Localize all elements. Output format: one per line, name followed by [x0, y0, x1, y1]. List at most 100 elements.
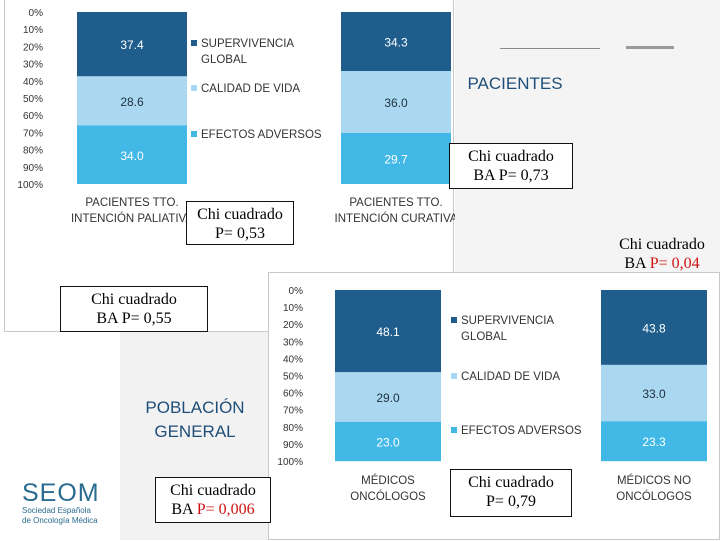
x-category-label: MÉDICOS	[361, 474, 415, 487]
legend-label: CALIDAD DE VIDA	[461, 371, 560, 383]
bar-segment	[341, 70, 451, 133]
y-tick-label: 10%	[283, 303, 303, 314]
seom-logo: SEOM Sociedad Española de Oncología Médi…	[22, 480, 122, 526]
y-tick-label: 10%	[23, 25, 43, 36]
stat-box-poblacion-oncologos: Chi cuadrado BA P= 0,006	[155, 477, 271, 523]
data-label: 29.0	[376, 391, 400, 405]
stat-label: Chi cuadrado	[468, 148, 554, 165]
stat-value: BA P= 0,55	[96, 310, 172, 327]
stat-prefix: BA	[171, 501, 197, 518]
stat-prefix: BA	[624, 255, 650, 272]
section-title-pacientes: PACIENTES	[467, 74, 563, 93]
bar-segment	[77, 76, 187, 126]
data-label: 29.7	[384, 152, 408, 166]
legend-label: EFECTOS ADVERSOS	[461, 425, 582, 437]
stat-value-line: BA P= 0,006	[156, 500, 270, 519]
chart-panel-poblacion: 0% 10% 20% 30% 40% 50% 60% 70% 80% 90% 100% 48.1 29.…	[268, 272, 720, 540]
y-tick-label: 30%	[23, 60, 43, 71]
chart-pacientes: 0% 10% 20% 30% 40% 50% 60% 70% 80% 90% 100% 37.4 28.…	[17, 8, 455, 225]
legend-label: CALIDAD DE VIDA	[201, 83, 300, 95]
seom-logo-line2: de Oncología Médica	[22, 516, 98, 525]
section-title-poblacion: POBLACIÓN GENERAL	[145, 398, 245, 441]
stat-value: P= 0,79	[486, 493, 536, 510]
legend-swatch	[451, 373, 457, 379]
stat-value-line: BA P= 0,04	[606, 254, 718, 273]
data-label: 43.8	[642, 321, 666, 335]
bar-segment	[335, 290, 441, 373]
bar-segment	[601, 290, 707, 365]
data-label: 34.0	[120, 149, 144, 163]
y-tick-label: 50%	[23, 94, 43, 105]
y-tick-label: 0%	[29, 8, 44, 19]
data-label: 23.0	[376, 436, 400, 450]
stat-box-poblacion-total: Chi cuadrado BA P= 0,55	[60, 286, 208, 332]
x-category-label: INTENCIÓN CURATIVA	[335, 212, 455, 225]
y-tick-label: 70%	[23, 128, 43, 139]
stat-box-poblacion-no-oncologos: Chi cuadrado P= 0,79	[450, 469, 572, 517]
legend-swatch	[451, 427, 457, 433]
data-label: 33.0	[642, 387, 666, 401]
stat-label: Chi cuadrado	[170, 482, 256, 499]
bar-segment	[341, 12, 451, 71]
stat-box-pacientes-paliativa: Chi cuadrado P= 0,53	[186, 201, 294, 245]
stat-label: Chi cuadrado	[197, 206, 283, 223]
y-tick-label: 60%	[283, 389, 303, 400]
stat-value: BA P= 0,73	[473, 167, 549, 184]
data-label: 23.3	[642, 435, 666, 449]
seom-logo-name: SEOM	[22, 479, 100, 507]
bar-segment	[341, 132, 451, 184]
bar-segment	[335, 421, 441, 462]
data-label: 37.4	[120, 38, 144, 52]
bar-segment	[77, 125, 187, 184]
stat-pacientes-curativa: Chi cuadrado BA P= 0,04	[606, 235, 718, 273]
y-tick-label: 70%	[283, 406, 303, 417]
data-label: 48.1	[376, 325, 400, 339]
x-category-label: ONCÓLOGOS	[350, 490, 426, 503]
bar-segment	[335, 372, 441, 422]
legend-swatch	[451, 317, 457, 323]
decorative-line	[500, 48, 600, 49]
bar-segment	[601, 421, 707, 462]
bar-segment	[77, 12, 187, 77]
y-tick-label: 40%	[23, 77, 43, 88]
legend-swatch	[191, 85, 197, 91]
data-label: 34.3	[384, 35, 408, 49]
y-tick-label: 20%	[283, 320, 303, 331]
chart-poblacion: 0% 10% 20% 30% 40% 50% 60% 70% 80% 90% 100% 48.1 29.…	[277, 286, 707, 503]
x-category-label: ONCÓLOGOS	[616, 490, 692, 503]
y-tick-label: 40%	[283, 354, 303, 365]
y-tick-label: 100%	[277, 457, 303, 468]
seom-logo-line1: Sociedad Española	[22, 506, 91, 515]
y-tick-label: 30%	[283, 337, 303, 348]
y-tick-label: 0%	[289, 286, 304, 297]
legend-label: SUPERVIVENCIA	[201, 38, 294, 50]
y-tick-label: 50%	[283, 372, 303, 383]
y-tick-label: 100%	[17, 180, 43, 191]
bar-segment	[601, 364, 707, 422]
decorative-line	[626, 46, 674, 49]
y-tick-label: 80%	[23, 146, 43, 157]
legend-label: GLOBAL	[201, 54, 248, 66]
stat-label: Chi cuadrado	[468, 474, 554, 491]
legend-label: SUPERVIVENCIA	[461, 315, 554, 327]
stat-value: P= 0,04	[649, 255, 700, 272]
y-tick-label: 20%	[23, 42, 43, 53]
x-category-label: MÉDICOS NO	[617, 474, 691, 487]
stat-label: Chi cuadrado	[91, 291, 177, 308]
legend-swatch	[191, 131, 197, 137]
stat-value: P= 0,53	[215, 225, 265, 242]
y-tick-label: 90%	[23, 163, 43, 174]
legend-swatch	[191, 40, 197, 46]
stat-box-pacientes-total: Chi cuadrado BA P= 0,73	[449, 143, 573, 189]
y-tick-label: 60%	[23, 111, 43, 122]
stat-label: Chi cuadrado	[619, 236, 705, 253]
x-category-label: PACIENTES TTO.	[85, 197, 178, 209]
data-label: 28.6	[120, 95, 144, 109]
stat-value: P= 0,006	[196, 501, 255, 518]
data-label: 36.0	[384, 96, 408, 110]
y-tick-label: 80%	[283, 423, 303, 434]
legend-label: GLOBAL	[461, 331, 508, 343]
x-category-label: INTENCIÓN PALIATIVA	[71, 212, 193, 225]
y-tick-label: 90%	[283, 440, 303, 451]
legend-label: EFECTOS ADVERSOS	[201, 129, 322, 141]
